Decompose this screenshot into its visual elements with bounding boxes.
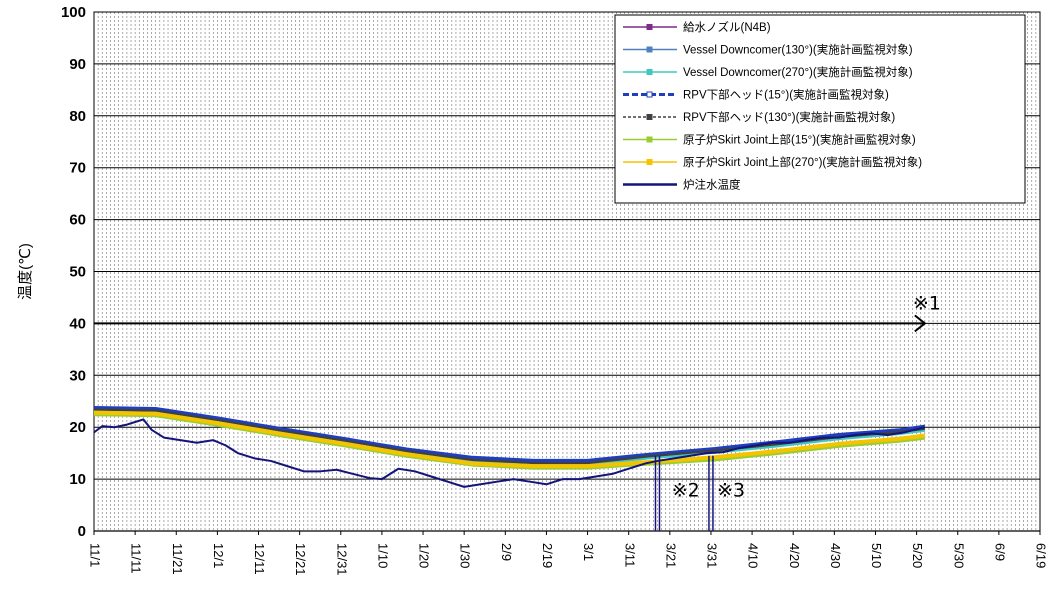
y-tick-label: 0: [78, 523, 86, 540]
series-line-6: [93, 410, 926, 469]
x-tick-label: 2/19: [540, 543, 555, 568]
x-tick-label: 12/1: [211, 543, 226, 568]
x-tick-label: 12/11: [252, 543, 267, 575]
legend-swatch-marker: [646, 136, 653, 143]
y-axis-label: 温度(℃): [17, 243, 34, 300]
y-tick-label: 60: [69, 212, 86, 229]
x-tick-label: 5/10: [869, 543, 884, 568]
x-tick-label: 5/30: [951, 543, 966, 568]
x-tick-label: 11/21: [170, 543, 185, 575]
y-tick-labels: 0 10 20 30 40 50 60 70 80 90 100: [61, 4, 86, 540]
x-tick-label: 12/21: [293, 543, 308, 576]
legend-swatch-marker: [646, 24, 653, 30]
legend-swatch-marker: [646, 46, 653, 53]
annotation-gap-line: [654, 455, 661, 531]
legend-label: RPV下部ヘッド(130°)(実施計画監視対象): [683, 110, 895, 124]
x-tick-labels: 11/1 11/11 11/21 12/1 12/11 12/21 12/31 1/10 1/2…: [88, 531, 1049, 576]
x-tick-label: 1/30: [458, 543, 473, 568]
series-line-7: [93, 418, 926, 488]
x-tick-label: 3/1: [581, 543, 596, 561]
legend: 給水ノズル(N4B) Vessel Downcomer(130°)(実施計画監視対…: [614, 14, 1026, 204]
y-tick-label: 80: [69, 108, 86, 125]
x-tick-label: 1/20: [417, 543, 432, 568]
x-tick-label: 11/1: [88, 543, 103, 567]
y-tick-label: 10: [69, 471, 86, 488]
legend-box: [614, 14, 1026, 204]
series-lines: [93, 405, 926, 488]
annotation-label: ※2: [672, 479, 700, 501]
x-tick-label: 11/11: [129, 543, 144, 574]
y-tick-label: 20: [69, 419, 86, 436]
y-tick-label: 100: [61, 4, 86, 21]
annotation-label: ※3: [717, 479, 745, 501]
annotation-label: ※1: [913, 293, 941, 315]
x-tick-label: 3/21: [663, 543, 678, 568]
x-tick-label: 4/30: [828, 543, 843, 568]
legend-label: 給水ノズル(N4B): [683, 20, 771, 34]
legend-label: 原子炉Skirt Joint上部(270°)(実施計画監視対象): [683, 155, 922, 169]
series-line-3: [93, 405, 926, 462]
legend-swatch-marker: [646, 159, 653, 165]
legend-label: RPV下部ヘッド(15°)(実施計画監視対象): [683, 88, 889, 102]
annotation-gap-line: [708, 455, 714, 531]
y-tick-label: 40: [69, 315, 86, 332]
legend-swatch-marker: [646, 114, 653, 120]
legend-label: 原子炉Skirt Joint上部(15°)(実施計画監視対象): [683, 133, 916, 147]
legend-label: 炉注水温度: [683, 178, 741, 192]
annotations: ※1 ※2 ※3: [94, 293, 941, 531]
y-tick-label: 70: [69, 160, 86, 177]
y-tick-label: 90: [69, 56, 86, 73]
legend-swatch-marker: [646, 91, 653, 98]
legend-label: Vessel Downcomer(130°)(実施計画監視対象): [683, 43, 913, 57]
x-tick-label: 12/31: [334, 543, 349, 576]
x-tick-label: 2/9: [499, 543, 514, 561]
legend-swatch-marker: [646, 69, 653, 75]
x-tick-label: 4/10: [746, 543, 761, 568]
x-tick-label: 6/19: [1034, 543, 1049, 568]
x-tick-label: 3/31: [705, 543, 720, 568]
x-tick-label: 4/20: [787, 543, 802, 568]
x-tick-label: 6/9: [992, 543, 1007, 561]
y-tick-label: 30: [69, 367, 86, 384]
x-tick-label: 1/10: [375, 543, 390, 568]
x-tick-label: 5/20: [910, 543, 925, 568]
legend-label: Vessel Downcomer(270°)(実施計画監視対象): [683, 65, 913, 79]
series-line-4: [93, 408, 925, 465]
y-tick-label: 50: [69, 264, 86, 281]
x-tick-label: 3/11: [622, 543, 637, 567]
annotation-arrow-head: [914, 314, 927, 333]
